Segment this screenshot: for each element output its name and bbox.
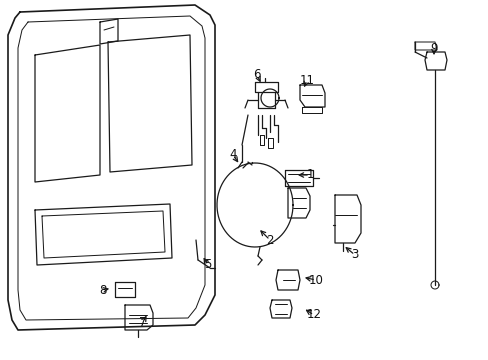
Text: 1: 1 [305, 168, 313, 181]
Text: 11: 11 [299, 73, 314, 86]
Text: 7: 7 [139, 315, 146, 328]
Text: 3: 3 [350, 248, 358, 261]
Text: 10: 10 [308, 274, 323, 287]
Text: 2: 2 [265, 234, 273, 247]
Text: 6: 6 [253, 68, 260, 81]
Text: 5: 5 [204, 258, 211, 271]
Text: 4: 4 [229, 148, 236, 162]
Text: 9: 9 [429, 41, 437, 54]
Text: 8: 8 [99, 284, 106, 297]
Text: 12: 12 [306, 309, 321, 321]
